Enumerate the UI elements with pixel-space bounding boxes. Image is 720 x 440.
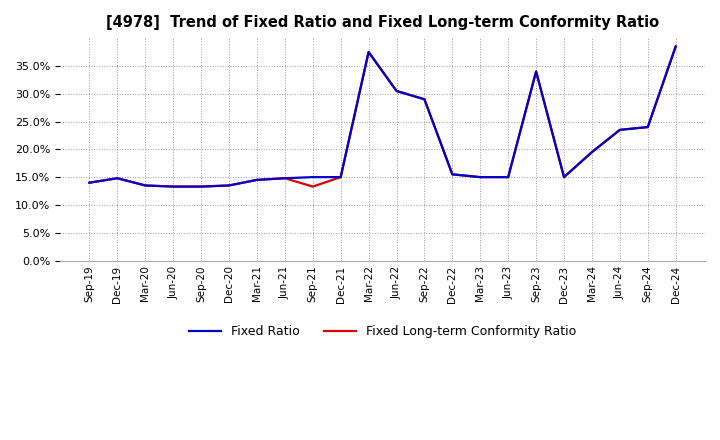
Fixed Long-term Conformity Ratio (616, 127, 624, 132)
Fixed Long-term Conformity Ratio (504, 175, 513, 180)
Fixed Ratio (559, 175, 568, 180)
Fixed Long-term Conformity Ratio (85, 180, 94, 185)
Fixed Ratio (197, 184, 205, 189)
Fixed Long-term Conformity Ratio (559, 175, 568, 180)
Fixed Ratio (504, 175, 513, 180)
Fixed Ratio (253, 177, 261, 183)
Fixed Ratio (281, 176, 289, 181)
Fixed Long-term Conformity Ratio (448, 172, 456, 177)
Fixed Long-term Conformity Ratio (113, 176, 122, 181)
Fixed Ratio (364, 49, 373, 55)
Fixed Ratio (448, 172, 456, 177)
Fixed Long-term Conformity Ratio (588, 150, 596, 155)
Legend: Fixed Ratio, Fixed Long-term Conformity Ratio: Fixed Ratio, Fixed Long-term Conformity … (184, 320, 581, 343)
Fixed Long-term Conformity Ratio (476, 175, 485, 180)
Fixed Ratio (336, 175, 345, 180)
Fixed Ratio (308, 175, 317, 180)
Fixed Long-term Conformity Ratio (364, 49, 373, 55)
Fixed Ratio (616, 127, 624, 132)
Fixed Ratio (141, 183, 150, 188)
Title: [4978]  Trend of Fixed Ratio and Fixed Long-term Conformity Ratio: [4978] Trend of Fixed Ratio and Fixed Lo… (106, 15, 659, 30)
Fixed Long-term Conformity Ratio (644, 125, 652, 130)
Fixed Ratio (113, 176, 122, 181)
Fixed Long-term Conformity Ratio (253, 177, 261, 183)
Fixed Long-term Conformity Ratio (197, 184, 205, 189)
Fixed Long-term Conformity Ratio (671, 44, 680, 49)
Fixed Long-term Conformity Ratio (532, 69, 541, 74)
Fixed Long-term Conformity Ratio (308, 184, 317, 189)
Fixed Ratio (225, 183, 233, 188)
Fixed Ratio (644, 125, 652, 130)
Fixed Long-term Conformity Ratio (392, 88, 401, 94)
Fixed Ratio (588, 150, 596, 155)
Fixed Ratio (169, 184, 178, 189)
Fixed Ratio (85, 180, 94, 185)
Fixed Long-term Conformity Ratio (169, 184, 178, 189)
Fixed Long-term Conformity Ratio (281, 176, 289, 181)
Fixed Ratio (671, 44, 680, 49)
Fixed Ratio (420, 97, 428, 102)
Line: Fixed Long-term Conformity Ratio: Fixed Long-term Conformity Ratio (89, 47, 675, 187)
Fixed Ratio (476, 175, 485, 180)
Fixed Long-term Conformity Ratio (420, 97, 428, 102)
Line: Fixed Ratio: Fixed Ratio (89, 47, 675, 187)
Fixed Ratio (532, 69, 541, 74)
Fixed Long-term Conformity Ratio (225, 183, 233, 188)
Fixed Long-term Conformity Ratio (336, 175, 345, 180)
Fixed Ratio (392, 88, 401, 94)
Fixed Long-term Conformity Ratio (141, 183, 150, 188)
